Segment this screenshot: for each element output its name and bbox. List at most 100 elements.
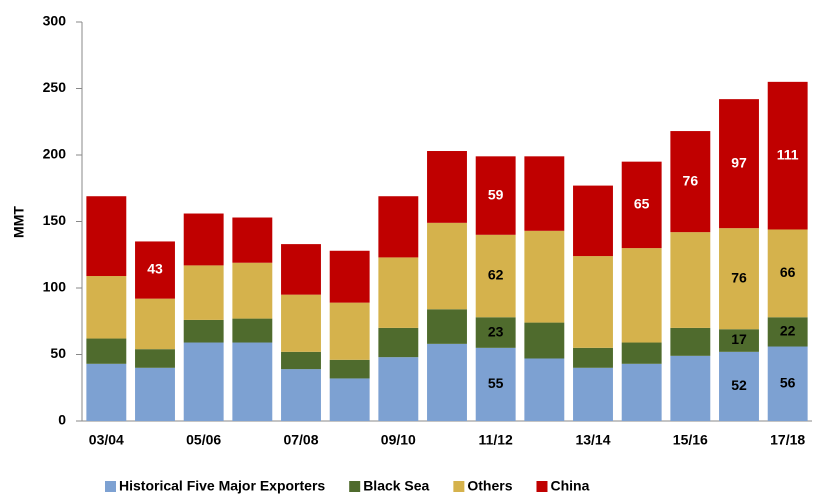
bar-segment	[670, 355, 711, 421]
bar-segment	[135, 298, 175, 350]
bar-segment	[281, 244, 321, 295]
bar-segment	[232, 342, 273, 421]
bar-segment	[573, 367, 613, 421]
bar-segment	[524, 230, 565, 323]
x-tick-label: 09/10	[381, 432, 416, 448]
bar-segment	[378, 257, 419, 328]
data-label: 97	[731, 154, 747, 170]
data-label: 56	[780, 374, 796, 390]
legend-swatch	[536, 481, 548, 492]
bar-segment	[427, 151, 467, 223]
bar-segment	[427, 222, 467, 310]
data-label: 111	[777, 146, 799, 162]
y-axis-label: MMT	[11, 206, 27, 238]
bar-segment	[475, 317, 516, 348]
x-tick-label: 11/12	[479, 432, 513, 448]
bar-segment	[86, 338, 127, 364]
data-label: 62	[488, 267, 504, 283]
bar-segment	[378, 357, 419, 421]
bar-segment	[524, 358, 565, 421]
legend-swatch	[349, 481, 361, 492]
data-label: 66	[780, 264, 796, 280]
x-tick-label: 17/18	[770, 432, 805, 448]
x-tick-label: 03/04	[89, 432, 124, 448]
data-label: 22	[780, 323, 796, 339]
bar-segment	[281, 294, 321, 352]
bar-segment	[670, 232, 711, 328]
bar-segment	[183, 213, 224, 266]
bar-segment	[86, 196, 127, 277]
bar-segment	[329, 359, 370, 379]
data-label: 76	[731, 269, 747, 285]
x-tick-label: 05/06	[186, 432, 221, 448]
y-tick-label: 250	[43, 79, 67, 95]
bar-segment	[573, 256, 613, 348]
bar-segment	[767, 346, 808, 421]
bar-segment	[475, 347, 516, 421]
bar-segment	[767, 317, 808, 347]
bar-segment	[573, 185, 613, 257]
data-label: 65	[634, 196, 650, 212]
bar-segment	[135, 367, 175, 421]
bar-segment	[719, 351, 759, 421]
bar-segment	[135, 349, 175, 368]
data-label: 23	[488, 323, 504, 339]
bar-segment	[767, 229, 808, 318]
bar-segment	[621, 363, 662, 421]
bar-segment	[329, 378, 370, 421]
legend-label: Others	[467, 478, 512, 494]
data-label: 43	[147, 261, 163, 277]
data-label: 55	[488, 375, 504, 391]
bar-segment	[621, 161, 662, 249]
bar-segment	[670, 327, 711, 356]
bar-segment	[719, 329, 759, 352]
legend-swatch	[105, 481, 116, 492]
legend-swatch	[453, 481, 465, 492]
bar-segment	[281, 351, 321, 370]
bar-segment	[719, 228, 759, 330]
bar-segment	[86, 363, 127, 421]
data-label: 52	[731, 377, 747, 393]
bar-segment	[183, 265, 224, 320]
bar-segment	[281, 369, 321, 421]
bar-segment	[329, 302, 370, 360]
y-tick-label: 0	[58, 412, 66, 428]
bar-segment	[329, 250, 370, 303]
y-tick-label: 300	[43, 13, 67, 29]
bar-segment	[232, 217, 273, 263]
bar-segment	[232, 318, 273, 343]
bar-segment	[183, 319, 224, 343]
bar-segment	[86, 276, 127, 339]
bar-segment	[524, 322, 565, 359]
bar-segment	[719, 99, 759, 229]
bar-segment	[524, 156, 565, 231]
bar-segment	[183, 342, 224, 421]
bar-segment	[621, 248, 662, 343]
bar-segment	[378, 327, 419, 358]
legend-label: China	[550, 478, 589, 494]
y-tick-label: 50	[50, 345, 66, 361]
bar-segment	[427, 343, 467, 421]
bar-segment	[621, 342, 662, 364]
x-tick-label: 07/08	[283, 432, 318, 448]
data-label: 59	[488, 186, 504, 202]
data-label: 17	[731, 331, 747, 347]
bar-segment	[232, 262, 273, 319]
legend-label: Historical Five Major Exporters	[119, 478, 325, 494]
legend-label: Black Sea	[363, 478, 429, 494]
bar-segment	[670, 131, 711, 233]
data-label: 76	[683, 172, 699, 188]
bar-segment	[475, 156, 516, 235]
y-tick-label: 100	[43, 279, 67, 295]
bar-segment	[767, 81, 808, 230]
bar-segment	[427, 309, 467, 344]
x-tick-label: 13/14	[575, 432, 610, 448]
bar-segment	[573, 347, 613, 368]
y-tick-label: 150	[43, 212, 67, 228]
y-tick-label: 200	[43, 146, 67, 162]
bar-segment	[135, 241, 175, 299]
bar-segment	[475, 234, 516, 318]
bar-segment	[378, 196, 419, 258]
x-tick-label: 15/16	[673, 432, 708, 448]
